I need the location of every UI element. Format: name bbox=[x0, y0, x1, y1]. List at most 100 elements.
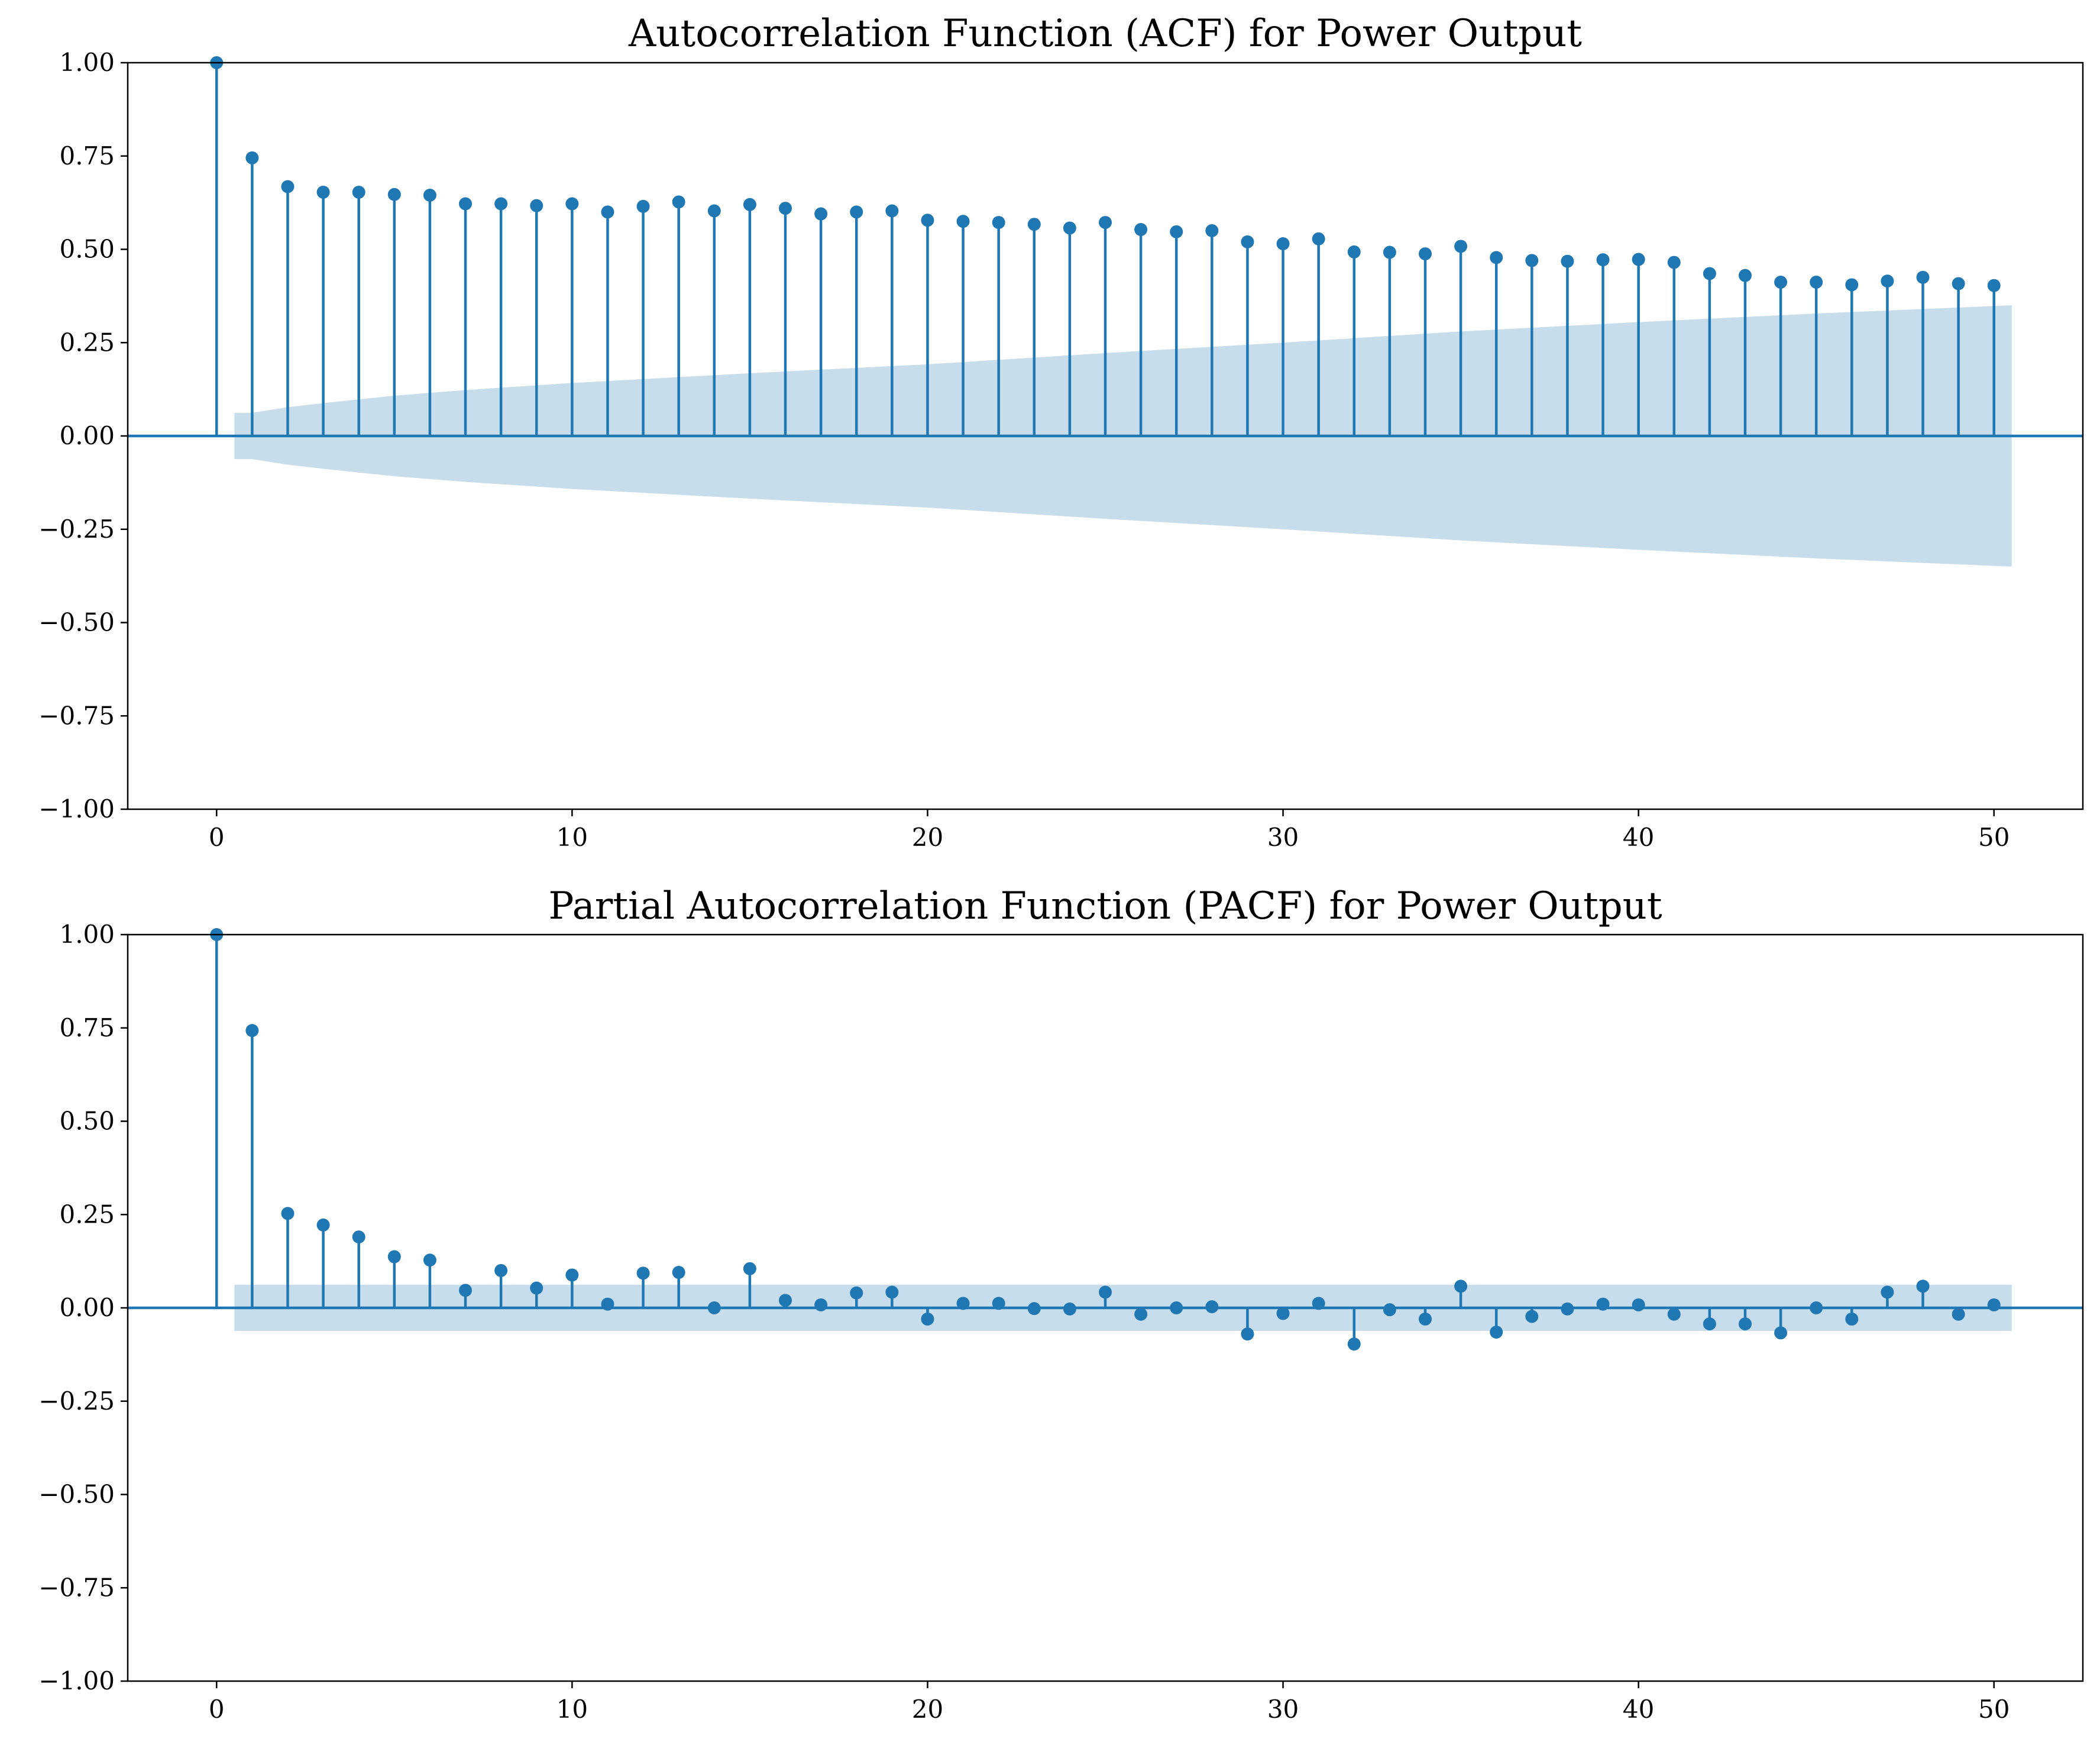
pacf-point-lag-8 bbox=[494, 1263, 508, 1277]
pacf-title: Partial Autocorrelation Function (PACF) … bbox=[548, 884, 1662, 928]
pacf-point-lag-43 bbox=[1738, 1317, 1752, 1331]
acf-point-lag-29 bbox=[1241, 235, 1254, 248]
acf-x-tick-label: 50 bbox=[1978, 823, 2010, 852]
pacf-y-tick-label: 0.50 bbox=[59, 1107, 115, 1136]
acf-point-lag-14 bbox=[707, 204, 721, 218]
acf-point-lag-40 bbox=[1632, 253, 1645, 266]
pacf-y-tick-label: −0.25 bbox=[38, 1387, 115, 1416]
pacf-x-tick-label: 10 bbox=[556, 1695, 588, 1724]
pacf-point-lag-42 bbox=[1703, 1317, 1716, 1331]
pacf-point-lag-39 bbox=[1596, 1297, 1610, 1311]
pacf-point-lag-22 bbox=[992, 1297, 1005, 1310]
pacf-point-lag-10 bbox=[565, 1268, 579, 1282]
acf-point-lag-8 bbox=[494, 197, 508, 211]
acf-point-lag-16 bbox=[779, 202, 792, 215]
pacf-y-tick-label: 0.25 bbox=[59, 1200, 115, 1229]
pacf-point-lag-45 bbox=[1810, 1301, 1823, 1314]
pacf-x-tick-label: 30 bbox=[1267, 1695, 1299, 1724]
acf-point-lag-46 bbox=[1845, 278, 1859, 292]
pacf-x-tick-label: 0 bbox=[209, 1695, 225, 1724]
pacf-point-lag-12 bbox=[636, 1266, 650, 1280]
pacf-y-tick-label: 0.00 bbox=[59, 1293, 115, 1322]
acf-point-lag-36 bbox=[1490, 251, 1503, 264]
acf-point-lag-4 bbox=[352, 185, 365, 199]
pacf-point-lag-2 bbox=[281, 1207, 295, 1220]
pacf-point-lag-9 bbox=[530, 1281, 543, 1295]
pacf-point-lag-33 bbox=[1383, 1303, 1396, 1317]
acf-point-lag-31 bbox=[1312, 232, 1325, 245]
acf-point-lag-26 bbox=[1134, 223, 1148, 237]
pacf-point-lag-11 bbox=[601, 1297, 614, 1311]
acf-point-lag-23 bbox=[1027, 218, 1041, 231]
acf-point-lag-18 bbox=[850, 205, 863, 219]
pacf-y-tick-label: −0.75 bbox=[38, 1573, 115, 1602]
pacf-point-lag-4 bbox=[352, 1230, 365, 1244]
acf-x-tick-label: 10 bbox=[556, 823, 588, 852]
acf-point-lag-10 bbox=[565, 197, 579, 211]
pacf-point-lag-44 bbox=[1774, 1326, 1788, 1340]
acf-x-tick-label: 40 bbox=[1623, 823, 1654, 852]
acf-y-tick-label: 0.25 bbox=[59, 328, 115, 357]
pacf-point-lag-41 bbox=[1667, 1307, 1681, 1321]
pacf-point-lag-24 bbox=[1063, 1302, 1076, 1316]
acf-point-lag-38 bbox=[1561, 254, 1574, 268]
acf-y-tick-label: −0.75 bbox=[38, 701, 115, 730]
pacf-x-tick-label: 20 bbox=[912, 1695, 943, 1724]
pacf-point-lag-18 bbox=[850, 1286, 863, 1300]
pacf-point-lag-20 bbox=[921, 1312, 934, 1326]
acf-point-lag-1 bbox=[245, 151, 259, 164]
acf-y-tick-label: −0.25 bbox=[38, 515, 115, 544]
pacf-point-lag-13 bbox=[672, 1266, 685, 1279]
acf-point-lag-11 bbox=[601, 205, 614, 219]
acf-point-lag-48 bbox=[1916, 270, 1930, 284]
pacf-point-lag-14 bbox=[707, 1301, 721, 1314]
acf-point-lag-33 bbox=[1383, 245, 1396, 259]
acf-point-lag-34 bbox=[1418, 247, 1432, 261]
pacf-y-tick-label: −1.00 bbox=[38, 1666, 115, 1695]
acf-point-lag-45 bbox=[1810, 276, 1823, 289]
pacf-point-lag-49 bbox=[1952, 1307, 1965, 1321]
pacf-point-lag-3 bbox=[316, 1218, 330, 1232]
acf-point-lag-20 bbox=[921, 214, 934, 227]
acf-point-lag-43 bbox=[1738, 269, 1752, 282]
acf-point-lag-13 bbox=[672, 195, 685, 209]
pacf-point-lag-15 bbox=[743, 1262, 756, 1275]
acf-title: Autocorrelation Function (ACF) for Power… bbox=[628, 12, 1582, 56]
pacf-point-lag-50 bbox=[1987, 1298, 2001, 1311]
pacf-y-tick-label: 1.00 bbox=[59, 920, 115, 949]
pacf-point-lag-47 bbox=[1881, 1285, 1894, 1299]
acf-point-lag-39 bbox=[1596, 253, 1610, 267]
pacf-point-lag-21 bbox=[956, 1297, 970, 1310]
acf-point-lag-19 bbox=[885, 204, 899, 218]
pacf-point-lag-29 bbox=[1241, 1327, 1254, 1341]
acf-point-lag-9 bbox=[530, 199, 543, 212]
pacf-x-tick-label: 50 bbox=[1978, 1695, 2010, 1724]
pacf-point-lag-19 bbox=[885, 1285, 899, 1299]
acf-point-lag-2 bbox=[281, 180, 295, 193]
pacf-point-lag-28 bbox=[1205, 1300, 1219, 1314]
acf-y-tick-label: 0.00 bbox=[59, 421, 115, 450]
pacf-y-tick-label: 0.75 bbox=[59, 1013, 115, 1042]
pacf-point-lag-35 bbox=[1454, 1279, 1468, 1293]
pacf-x-tick-label: 40 bbox=[1623, 1695, 1654, 1724]
pacf-point-lag-36 bbox=[1490, 1326, 1503, 1339]
acf-point-lag-49 bbox=[1952, 277, 1965, 290]
acf-point-lag-41 bbox=[1667, 256, 1681, 269]
pacf-point-lag-23 bbox=[1027, 1302, 1041, 1316]
pacf-point-lag-1 bbox=[245, 1024, 259, 1038]
acf-point-lag-5 bbox=[387, 188, 401, 201]
acf-x-tick-label: 0 bbox=[209, 823, 225, 852]
pacf-point-lag-5 bbox=[387, 1250, 401, 1263]
acf-point-lag-42 bbox=[1703, 267, 1716, 280]
pacf-point-lag-48 bbox=[1916, 1279, 1930, 1293]
acf-x-tick-label: 30 bbox=[1267, 823, 1299, 852]
acf-y-tick-label: 0.75 bbox=[59, 141, 115, 170]
pacf-point-lag-27 bbox=[1170, 1301, 1183, 1314]
acf-x-tick-label: 20 bbox=[912, 823, 943, 852]
acf-point-lag-7 bbox=[459, 197, 473, 211]
acf-y-tick-label: 0.50 bbox=[59, 235, 115, 264]
pacf-point-lag-6 bbox=[423, 1253, 436, 1267]
acf-point-lag-12 bbox=[636, 199, 650, 213]
pacf-point-lag-38 bbox=[1561, 1302, 1574, 1316]
